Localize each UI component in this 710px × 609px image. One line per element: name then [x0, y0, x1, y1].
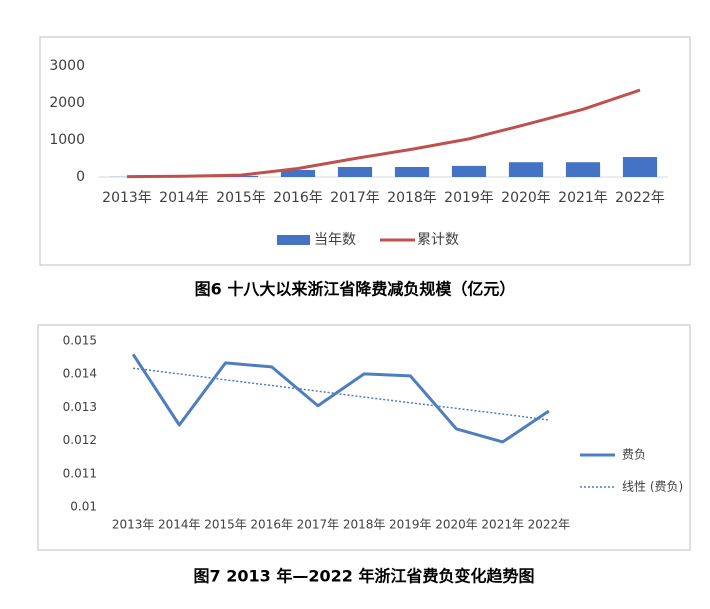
y-tick-label: 2000: [49, 95, 85, 111]
bar: [338, 167, 372, 177]
chart-title: 图7 2013 年—2022 年浙江省费负变化趋势图: [194, 567, 535, 586]
x-tick-label: 2015年: [216, 190, 266, 206]
x-tick-label: 2017年: [330, 190, 380, 206]
legend-swatch: [277, 235, 310, 245]
x-tick-label: 2018年: [343, 518, 386, 532]
x-tick-label: 2016年: [273, 190, 323, 206]
x-tick-label: 2016年: [250, 518, 293, 532]
x-tick-label: 2018年: [387, 190, 437, 206]
bar: [452, 166, 486, 177]
y-tick-label: 0.014: [63, 367, 97, 381]
legend-label: 当年数: [314, 232, 356, 248]
x-tick-label: 2013年: [112, 518, 155, 532]
y-tick-label: 0.013: [63, 400, 97, 414]
x-tick-label: 2022年: [615, 190, 665, 206]
legend-label: 线性 (费负): [622, 480, 683, 494]
x-tick-label: 2020年: [435, 518, 478, 532]
x-tick-label: 2021年: [558, 190, 608, 206]
x-tick-label: 2020年: [501, 190, 551, 206]
bar: [509, 162, 543, 177]
x-tick-label: 2022年: [528, 518, 571, 532]
legend-label: 累计数: [417, 232, 459, 248]
y-tick-label: 0: [76, 169, 85, 185]
x-tick-label: 2014年: [159, 190, 209, 206]
y-tick-label: 1000: [49, 132, 85, 148]
x-tick-label: 2013年: [102, 190, 152, 206]
x-tick-label: 2021年: [481, 518, 524, 532]
x-tick-label: 2019年: [389, 518, 432, 532]
legend-label: 费负: [622, 448, 646, 462]
x-tick-label: 2017年: [297, 518, 340, 532]
chart-frame: [40, 37, 690, 265]
y-tick-label: 0.012: [63, 433, 97, 447]
y-tick-label: 0.01: [70, 500, 97, 514]
x-tick-label: 2015年: [204, 518, 247, 532]
bar: [623, 157, 657, 177]
bar: [395, 167, 429, 177]
y-tick-label: 0.011: [63, 466, 97, 480]
y-tick-label: 0.015: [63, 334, 97, 348]
y-tick-label: 3000: [49, 58, 85, 74]
chart-title: 图6 十八大以来浙江省降费减负规模（亿元）: [195, 280, 516, 299]
bar: [566, 162, 600, 177]
x-tick-label: 2019年: [444, 190, 494, 206]
x-tick-label: 2014年: [158, 518, 201, 532]
